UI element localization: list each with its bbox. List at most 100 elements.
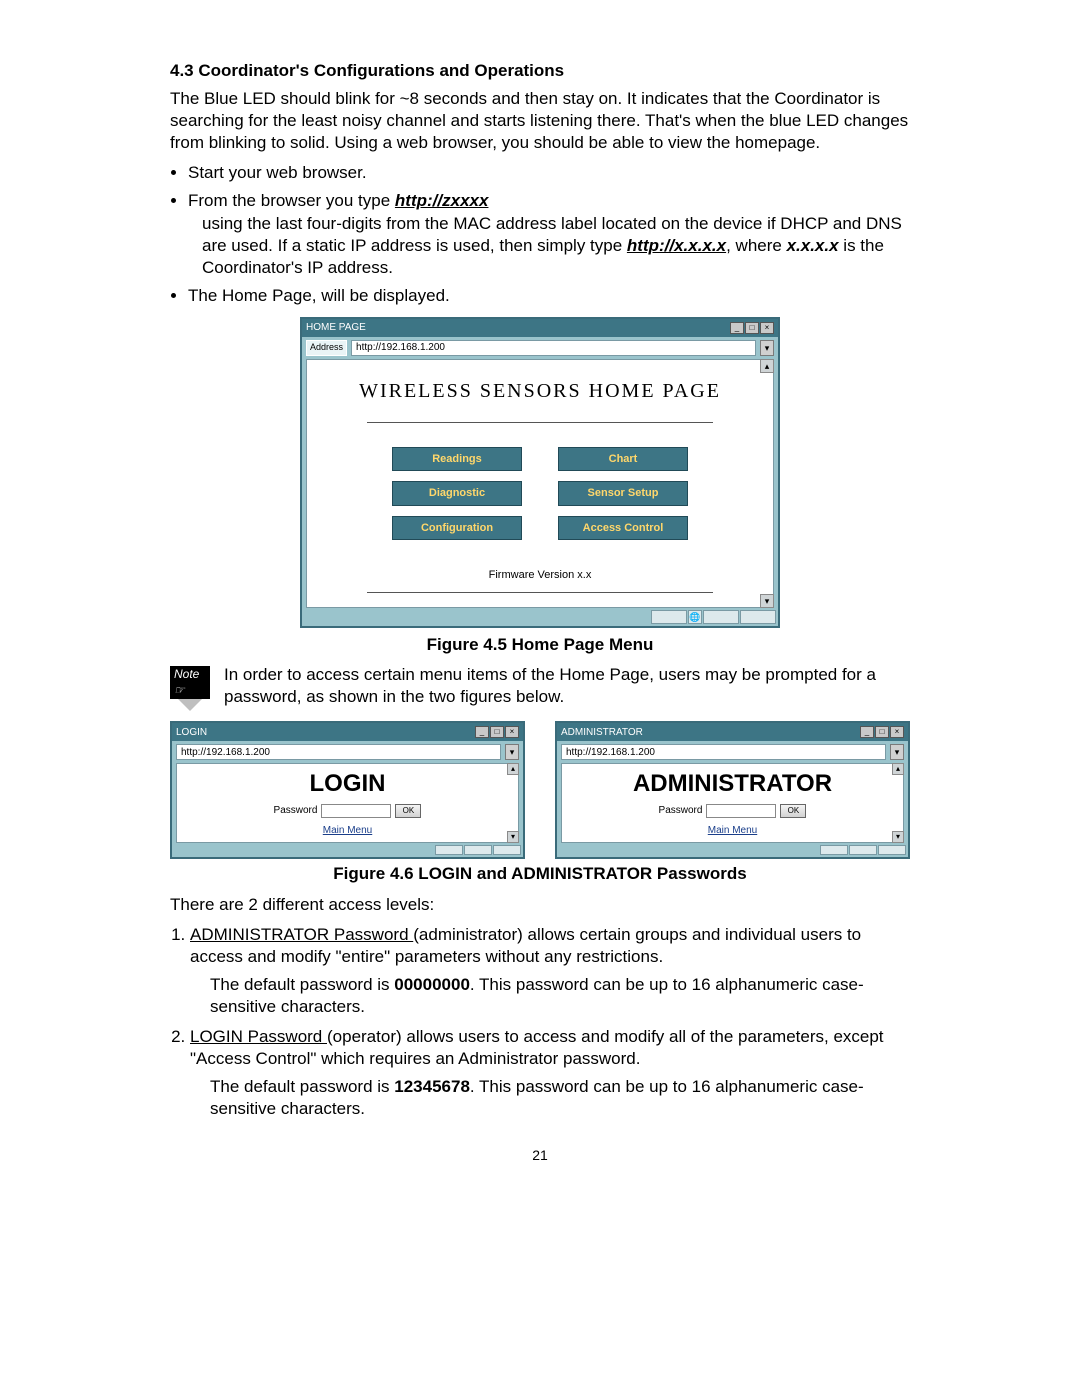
note-triangle-icon <box>178 699 202 711</box>
scroll-down-icon[interactable]: ▾ <box>892 831 904 843</box>
bullet-list: Start your web browser. From the browser… <box>170 162 910 307</box>
admin-password-label: Password <box>659 804 703 817</box>
divider-bottom <box>367 592 713 593</box>
login-window: LOGIN _ □ × ▾ ▴ LOGIN Password OK Main M… <box>170 721 525 859</box>
level-2-default: The default password is 12345678. This p… <box>210 1076 910 1120</box>
login-titlebar: LOGIN _ □ × <box>172 723 523 741</box>
bullet-1: Start your web browser. <box>188 162 910 184</box>
admin-main-menu-link[interactable]: Main Menu <box>570 824 895 837</box>
sensor-setup-button[interactable]: Sensor Setup <box>558 481 688 505</box>
page-number: 21 <box>170 1146 910 1164</box>
status-bar: 🌐 <box>302 608 778 626</box>
login-admin-windows: LOGIN _ □ × ▾ ▴ LOGIN Password OK Main M… <box>170 721 910 859</box>
internet-zone-icon: 🌐 <box>688 610 702 624</box>
status-segment <box>493 845 521 855</box>
diagnostic-button[interactable]: Diagnostic <box>392 481 522 505</box>
bullet-2: From the browser you type http://zxxxx u… <box>188 190 910 278</box>
maximize-button[interactable]: □ <box>875 726 889 738</box>
bullet-2-pre: From the browser you type <box>188 191 395 210</box>
admin-window-title: ADMINISTRATOR <box>561 726 643 739</box>
level-2-default-pw: 12345678 <box>394 1077 470 1096</box>
divider <box>367 422 713 423</box>
note-row: Note ☞ In order to access certain menu i… <box>170 664 910 711</box>
page-title: WIRELESS SENSORS HOME PAGE <box>327 378 753 404</box>
level-1: ADMINISTRATOR Password (administrator) a… <box>190 924 910 1018</box>
close-button[interactable]: × <box>760 322 774 334</box>
admin-address-bar: ▾ <box>557 741 908 763</box>
level-2-default-pre: The default password is <box>210 1077 394 1096</box>
address-dropdown-icon[interactable]: ▾ <box>760 340 774 356</box>
admin-status-bar <box>557 843 908 857</box>
close-button[interactable]: × <box>505 726 519 738</box>
window-title: HOME PAGE <box>306 321 366 334</box>
close-button[interactable]: × <box>890 726 904 738</box>
window-titlebar: HOME PAGE _ □ × <box>302 319 778 337</box>
login-ok-button[interactable]: OK <box>395 804 421 818</box>
bullet-2-var: x.x.x.x <box>787 236 839 255</box>
address-input[interactable] <box>351 340 756 356</box>
note-icon: Note ☞ <box>170 666 210 711</box>
status-segment <box>849 845 877 855</box>
maximize-button[interactable]: □ <box>745 322 759 334</box>
admin-address-input[interactable] <box>561 744 886 760</box>
intro-paragraph: The Blue LED should blink for ~8 seconds… <box>170 88 910 154</box>
status-resize-icon <box>740 610 776 624</box>
admin-password-input[interactable] <box>706 804 776 818</box>
section-heading: 4.3 Coordinator's Configurations and Ope… <box>170 60 910 82</box>
note-text: In order to access certain menu items of… <box>224 664 910 708</box>
bullet-2-sub: using the last four-digits from the MAC … <box>202 213 910 279</box>
bullet-2-url2: http://x.x.x.x <box>627 236 726 255</box>
bullet-2-post1: , where <box>726 236 786 255</box>
minimize-button[interactable]: _ <box>475 726 489 738</box>
address-dropdown-icon[interactable]: ▾ <box>505 744 519 760</box>
chart-button[interactable]: Chart <box>558 447 688 471</box>
login-status-bar <box>172 843 523 857</box>
level-1-default-pw: 00000000 <box>394 975 470 994</box>
address-dropdown-icon[interactable]: ▾ <box>890 744 904 760</box>
access-levels-list: ADMINISTRATOR Password (administrator) a… <box>170 924 910 1121</box>
admin-window: ADMINISTRATOR _ □ × ▾ ▴ ADMINISTRATOR Pa… <box>555 721 910 859</box>
status-segment <box>464 845 492 855</box>
content-pane: ▴ WIRELESS SENSORS HOME PAGE Readings Ch… <box>306 359 774 608</box>
level-1-name: ADMINISTRATOR Password <box>190 925 413 944</box>
login-password-label: Password <box>274 804 318 817</box>
level-1-default: The default password is 00000000. This p… <box>210 974 910 1018</box>
admin-password-row: Password OK <box>570 804 895 818</box>
figure-4-5-caption: Figure 4.5 Home Page Menu <box>170 634 910 656</box>
scroll-up-icon[interactable]: ▴ <box>892 763 904 775</box>
readings-button[interactable]: Readings <box>392 447 522 471</box>
scroll-up-icon[interactable]: ▴ <box>507 763 519 775</box>
status-segment <box>820 845 848 855</box>
admin-big-title: ADMINISTRATOR <box>570 768 895 799</box>
figure-4-6-caption: Figure 4.6 LOGIN and ADMINISTRATOR Passw… <box>170 863 910 885</box>
note-badge: Note ☞ <box>170 666 210 699</box>
login-address-input[interactable] <box>176 744 501 760</box>
login-password-input[interactable] <box>321 804 391 818</box>
minimize-button[interactable]: _ <box>860 726 874 738</box>
firmware-version: Firmware Version x.x <box>327 568 753 582</box>
login-window-title: LOGIN <box>176 726 207 739</box>
status-segment <box>651 610 687 624</box>
maximize-button[interactable]: □ <box>490 726 504 738</box>
login-password-row: Password OK <box>185 804 510 818</box>
status-segment <box>435 845 463 855</box>
admin-content: ▴ ADMINISTRATOR Password OK Main Menu ▾ <box>561 763 904 843</box>
login-main-menu-link[interactable]: Main Menu <box>185 824 510 837</box>
minimize-button[interactable]: _ <box>730 322 744 334</box>
login-content: ▴ LOGIN Password OK Main Menu ▾ <box>176 763 519 843</box>
scroll-up-icon[interactable]: ▴ <box>760 359 774 373</box>
status-segment <box>703 610 739 624</box>
status-segment <box>878 845 906 855</box>
levels-intro: There are 2 different access levels: <box>170 894 910 916</box>
bullet-2-url1: http://zxxxx <box>395 191 489 210</box>
bullet-3: The Home Page, will be displayed. <box>188 285 910 307</box>
level-2: LOGIN Password (operator) allows users t… <box>190 1026 910 1120</box>
configuration-button[interactable]: Configuration <box>392 516 522 540</box>
home-page-window: HOME PAGE _ □ × Address ▾ ▴ WIRELESS SEN… <box>300 317 780 628</box>
address-bar: Address ▾ <box>302 337 778 359</box>
scroll-down-icon[interactable]: ▾ <box>760 594 774 608</box>
scroll-down-icon[interactable]: ▾ <box>507 831 519 843</box>
admin-ok-button[interactable]: OK <box>780 804 806 818</box>
access-control-button[interactable]: Access Control <box>558 516 688 540</box>
login-big-title: LOGIN <box>185 768 510 799</box>
